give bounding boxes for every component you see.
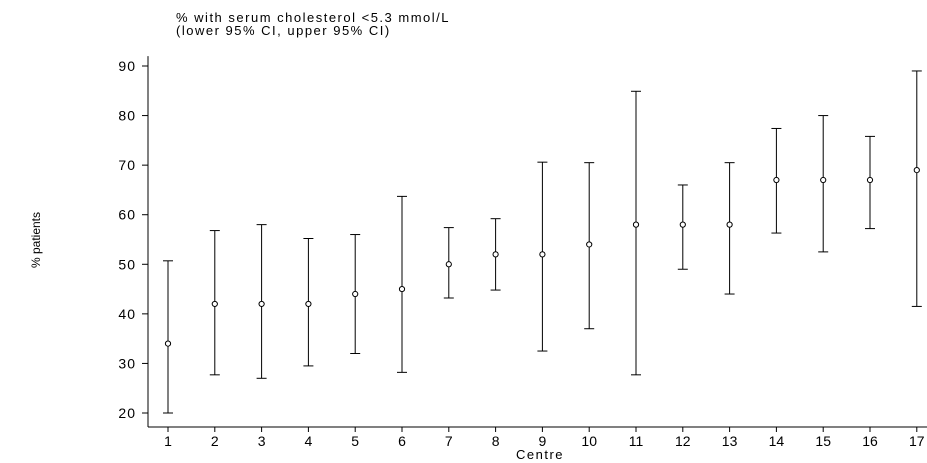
x-tick-label: 14	[769, 433, 785, 449]
data-point	[679, 221, 686, 228]
data-point	[492, 251, 499, 258]
data-point	[211, 300, 218, 308]
x-tick-label: 9	[539, 433, 547, 449]
x-tick-label: 10	[581, 433, 597, 449]
x-tick-label: 5	[351, 433, 359, 449]
y-tick-label: 90	[118, 58, 136, 74]
x-axis-label: Centre	[515, 447, 565, 462]
x-tick-label: 17	[909, 433, 925, 449]
data-point	[586, 241, 593, 248]
data-point	[866, 176, 874, 184]
chart-subtitle: (lower 95% CI, upper 95% CI)	[176, 23, 391, 38]
data-point	[164, 340, 172, 347]
y-tick-label: 60	[118, 207, 136, 223]
x-tick-label: 2	[211, 433, 219, 449]
x-tick-label: 13	[722, 433, 738, 449]
x-tick-label: 1	[164, 433, 172, 449]
data-point	[398, 285, 406, 293]
data-point	[913, 167, 920, 174]
x-tick-label: 6	[398, 433, 406, 449]
y-tick-label: 80	[118, 108, 136, 124]
x-tick-label: 11	[629, 433, 644, 449]
chart-title: % with serum cholesterol <5.3 mmol/L	[176, 10, 451, 25]
x-tick-label: 15	[815, 433, 831, 449]
y-tick-label: 40	[118, 306, 136, 322]
x-tick-label: 16	[862, 433, 878, 449]
x-tick-label: 12	[675, 433, 691, 449]
y-tick-label: 30	[118, 355, 136, 371]
y-tick-label: 50	[118, 256, 136, 272]
data-point	[352, 290, 359, 298]
y-tick-label: 20	[118, 405, 136, 421]
data-point	[258, 300, 265, 308]
data-point	[539, 251, 546, 258]
data-point	[445, 261, 452, 268]
x-tick-label: 3	[258, 433, 266, 449]
data-point	[726, 221, 733, 228]
data-point	[773, 176, 780, 184]
y-tick-label: 70	[118, 157, 136, 173]
x-tick-label: 8	[492, 433, 500, 449]
data-point	[820, 176, 827, 184]
data-point	[305, 300, 312, 308]
data-point	[632, 221, 640, 228]
x-tick-label: 7	[445, 433, 453, 449]
x-tick-label: 4	[305, 433, 313, 449]
